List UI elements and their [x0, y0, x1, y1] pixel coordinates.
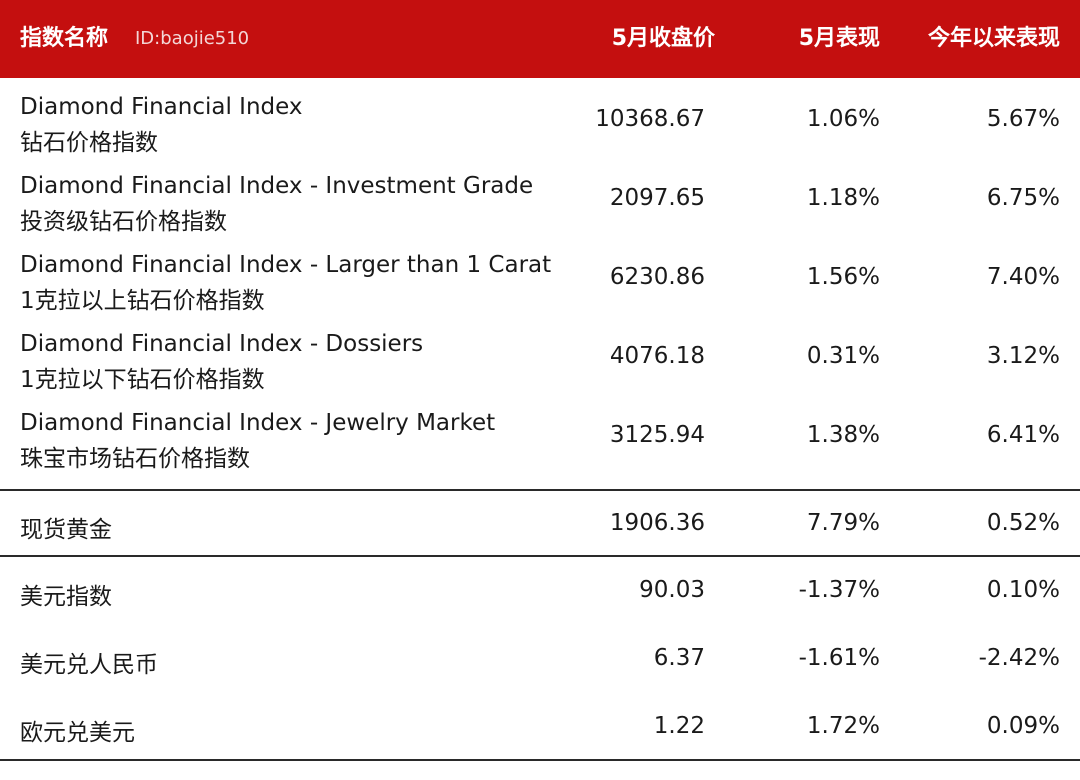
close-value: 2097.65 — [609, 185, 705, 211]
index-name: 美元兑人民币 — [20, 652, 158, 678]
ytd-value: 0.52% — [986, 510, 1060, 536]
index-name: 美元指数 — [20, 584, 112, 610]
table-row: 美元指数 90.03 -1.37% 0.10% — [0, 557, 1080, 625]
index-name: Diamond Financial Index - Dossiers 1克拉以下… — [20, 326, 423, 398]
section-divider — [0, 555, 1080, 557]
index-name: Diamond Financial Index 钻石价格指数 — [20, 89, 303, 161]
table-row: 现货黄金 1906.36 7.79% 0.52% — [0, 491, 1080, 555]
may-value: 1.38% — [806, 422, 880, 448]
index-name: 现货黄金 — [20, 517, 112, 543]
index-name: Diamond Financial Index - Larger than 1 … — [20, 247, 551, 319]
header-may-performance: 5月表现 — [798, 26, 880, 51]
may-value: 0.31% — [806, 343, 880, 369]
index-name-en: Diamond Financial Index - Jewelry Market — [20, 410, 496, 436]
may-value: 1.18% — [806, 185, 880, 211]
ytd-value: 7.40% — [986, 264, 1060, 290]
may-value: -1.37% — [798, 577, 880, 603]
ytd-value: 5.67% — [986, 106, 1060, 132]
watermark-id: ID:baojie510 — [135, 28, 250, 49]
ytd-value: 6.75% — [986, 185, 1060, 211]
ytd-value: -2.42% — [978, 645, 1060, 671]
index-name-en: Diamond Financial Index — [20, 94, 303, 120]
table-row: Diamond Financial Index - Larger than 1 … — [0, 241, 1080, 320]
header-index-name: 指数名称 — [20, 26, 109, 51]
table-row: Diamond Financial Index - Investment Gra… — [0, 162, 1080, 241]
index-name-en: Diamond Financial Index - Dossiers — [20, 331, 424, 357]
ytd-value: 0.10% — [986, 577, 1060, 603]
close-value: 1906.36 — [609, 510, 705, 536]
section-divider — [0, 489, 1080, 491]
may-value: 1.72% — [806, 713, 880, 739]
ytd-value: 3.12% — [986, 343, 1060, 369]
index-name: Diamond Financial Index - Jewelry Market… — [20, 405, 495, 477]
index-name-en: Diamond Financial Index - Investment Gra… — [20, 173, 534, 199]
index-name: Diamond Financial Index - Investment Gra… — [20, 168, 533, 240]
may-value: 1.06% — [806, 106, 880, 132]
table-row: 美元兑人民币 6.37 -1.61% -2.42% — [0, 625, 1080, 693]
close-value: 10368.67 — [595, 106, 705, 132]
table-row: Diamond Financial Index - Dossiers 1克拉以下… — [0, 320, 1080, 399]
ytd-value: 6.41% — [986, 422, 1060, 448]
close-value: 90.03 — [639, 577, 705, 603]
may-value: 1.56% — [806, 264, 880, 290]
header-may-close: 5月收盘价 — [611, 26, 715, 51]
index-name-en: Diamond Financial Index - Larger than 1 … — [20, 252, 552, 278]
may-value: -1.61% — [798, 645, 880, 671]
index-name-cn: 钻石价格指数 — [20, 130, 158, 156]
close-value: 1.22 — [653, 713, 705, 739]
close-value: 6.37 — [653, 645, 705, 671]
close-value: 4076.18 — [609, 343, 705, 369]
close-value: 6230.86 — [609, 264, 705, 290]
header-ytd-performance: 今年以来表现 — [927, 26, 1060, 51]
index-name-cn: 投资级钻石价格指数 — [20, 209, 227, 235]
table-row: Diamond Financial Index - Jewelry Market… — [0, 399, 1080, 478]
index-name-cn: 珠宝市场钻石价格指数 — [20, 446, 250, 472]
ytd-value: 0.09% — [986, 713, 1060, 739]
table-row: 欧元兑美元 1.22 1.72% 0.09% — [0, 693, 1080, 759]
index-name-cn: 1克拉以上钻石价格指数 — [20, 288, 265, 314]
may-value: 7.79% — [806, 510, 880, 536]
table-row: Diamond Financial Index 钻石价格指数 10368.67 … — [0, 83, 1080, 162]
table-header: 指数名称 ID:baojie510 5月收盘价 5月表现 今年以来表现 — [0, 0, 1080, 78]
bottom-divider — [0, 759, 1080, 761]
close-value: 3125.94 — [609, 422, 705, 448]
index-name: 欧元兑美元 — [20, 720, 135, 746]
index-name-cn: 1克拉以下钻石价格指数 — [20, 367, 265, 393]
